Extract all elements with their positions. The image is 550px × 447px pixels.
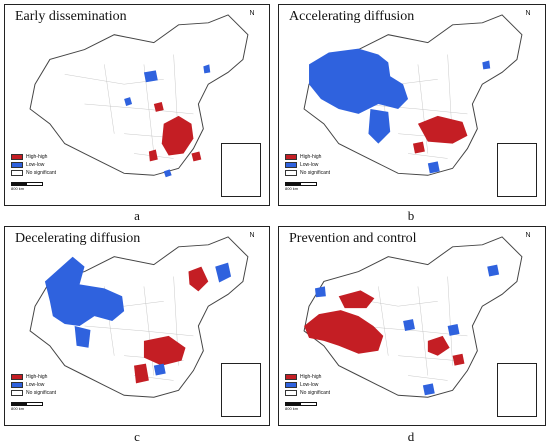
coldspot-region bbox=[163, 169, 172, 178]
south-china-sea-inset bbox=[221, 143, 261, 197]
china-map-c bbox=[29, 236, 249, 398]
hotspot-region bbox=[153, 102, 164, 112]
coldspot-region bbox=[143, 70, 158, 83]
legend-label: No significant bbox=[300, 390, 331, 396]
legend-swatch-not-significant bbox=[285, 390, 297, 396]
north-arrow-icon: N bbox=[525, 10, 531, 17]
legend-swatch-not-significant bbox=[11, 390, 23, 396]
panel-a: Early dissemination N High-high Low-low … bbox=[4, 4, 270, 206]
legend-swatch-low-low bbox=[11, 382, 23, 388]
coldspot-region bbox=[203, 64, 211, 74]
scale-bar: 800 km bbox=[285, 402, 317, 411]
coldspot-region bbox=[44, 256, 125, 326]
legend-swatch-high-high bbox=[11, 374, 23, 380]
legend-label: High-high bbox=[26, 154, 48, 160]
panel-label-d: d bbox=[407, 429, 415, 444]
north-arrow-icon: N bbox=[249, 232, 255, 239]
hotspot-region bbox=[412, 141, 425, 154]
scale-bar: 800 km bbox=[11, 402, 43, 411]
panel-title: Early dissemination bbox=[13, 9, 129, 25]
south-china-sea-inset bbox=[497, 143, 537, 197]
scale-text: 800 km bbox=[11, 186, 25, 191]
hotspot-region bbox=[143, 335, 186, 366]
scale-bar: 800 km bbox=[11, 182, 43, 191]
legend-label: No significant bbox=[26, 170, 57, 176]
legend-label: High-high bbox=[300, 154, 322, 160]
coldspot-region bbox=[74, 326, 91, 348]
china-map-d bbox=[303, 236, 523, 398]
hotspot-region bbox=[188, 266, 209, 292]
panel-b: Accelerating diffusion N High-high Low-l… bbox=[278, 4, 546, 206]
coldspot-region bbox=[124, 97, 133, 106]
panel-title: Decelerating diffusion bbox=[13, 231, 143, 247]
china-map-b bbox=[303, 14, 523, 176]
hotspot-region bbox=[427, 335, 450, 356]
legend-label: Low-low bbox=[26, 382, 45, 388]
panel-label-a: a bbox=[134, 208, 140, 223]
coldspot-region bbox=[403, 319, 415, 331]
panel-d: Prevention and control N High-high Low-l… bbox=[278, 226, 546, 426]
coldspot-region bbox=[153, 363, 166, 376]
hotspot-region bbox=[191, 151, 202, 162]
hotspot-region bbox=[148, 149, 158, 162]
legend-swatch-low-low bbox=[11, 162, 23, 168]
legend-label: Low-low bbox=[300, 382, 319, 388]
hotspot-region bbox=[338, 290, 375, 309]
coldspot-region bbox=[314, 286, 326, 298]
coldspot-region bbox=[482, 60, 491, 70]
legend-swatch-high-high bbox=[285, 374, 297, 380]
legend-swatch-high-high bbox=[285, 154, 297, 160]
coldspot-region bbox=[447, 324, 460, 336]
legend-label: Low-low bbox=[300, 162, 319, 168]
coldspot-region bbox=[487, 264, 500, 277]
legend-swatch-not-significant bbox=[285, 170, 297, 176]
hotspot-region bbox=[417, 115, 468, 144]
coldspot-region bbox=[427, 161, 440, 174]
legend: High-high Low-low No significant bbox=[11, 373, 56, 397]
scale-text: 800 km bbox=[285, 406, 299, 411]
legend-label: No significant bbox=[300, 170, 331, 176]
coldspot-region bbox=[368, 108, 391, 144]
coldspot-region bbox=[215, 262, 232, 283]
legend: High-high Low-low No significant bbox=[285, 153, 330, 177]
hotspot-region bbox=[161, 115, 194, 156]
legend-label: High-high bbox=[26, 374, 48, 380]
panel-c: Decelerating diffusion N High-high Low-l… bbox=[4, 226, 270, 426]
legend-label: No significant bbox=[26, 390, 57, 396]
legend: High-high Low-low No significant bbox=[11, 153, 56, 177]
legend-swatch-low-low bbox=[285, 162, 297, 168]
panel-label-b: b bbox=[407, 208, 415, 223]
hotspot-region bbox=[304, 310, 384, 354]
hotspot-region bbox=[452, 353, 465, 366]
scale-text: 800 km bbox=[11, 406, 25, 411]
coldspot-region bbox=[422, 383, 435, 396]
panel-title: Accelerating diffusion bbox=[287, 9, 417, 25]
south-china-sea-inset bbox=[221, 363, 261, 417]
scale-text: 800 km bbox=[285, 186, 299, 191]
coldspot-region bbox=[309, 48, 409, 114]
legend-swatch-low-low bbox=[285, 382, 297, 388]
south-china-sea-inset bbox=[497, 363, 537, 417]
north-arrow-icon: N bbox=[249, 10, 255, 17]
north-arrow-icon: N bbox=[525, 232, 531, 239]
legend-swatch-high-high bbox=[11, 154, 23, 160]
legend-label: Low-low bbox=[26, 162, 45, 168]
panel-title: Prevention and control bbox=[287, 231, 419, 247]
panel-label-c: c bbox=[134, 429, 140, 444]
hotspot-region bbox=[134, 363, 149, 384]
legend: High-high Low-low No significant bbox=[285, 373, 330, 397]
legend-label: High-high bbox=[300, 374, 322, 380]
legend-swatch-not-significant bbox=[11, 170, 23, 176]
china-map-a bbox=[29, 14, 249, 178]
scale-bar: 800 km bbox=[285, 182, 317, 191]
